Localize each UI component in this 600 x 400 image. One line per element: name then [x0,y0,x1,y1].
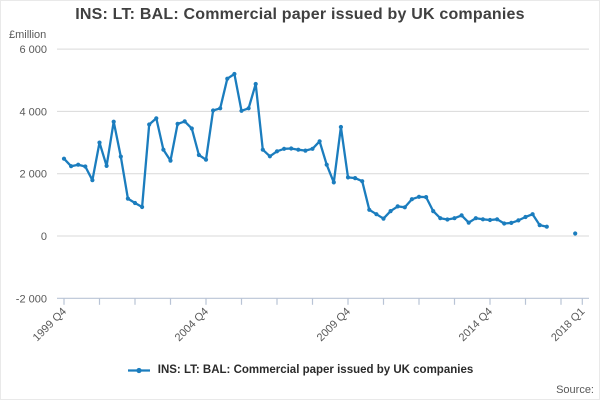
data-point-marker [147,122,152,127]
data-point-marker [537,223,542,228]
data-point-marker [239,108,244,113]
data-point-marker [353,176,358,181]
data-point-marker [83,164,88,169]
y-axis-unit-label: £million [9,29,47,41]
data-point-marker [402,205,407,210]
data-point-marker [480,217,485,222]
data-point-marker [76,162,81,167]
data-point-marker [69,164,74,169]
source-label: Source: [556,384,594,396]
data-point-marker [317,139,322,144]
data-point-marker [324,162,329,167]
data-point-marker [225,76,230,81]
data-point-marker [140,204,145,210]
x-axis-tick-label: 1999 Q4 [31,306,69,344]
data-point-marker [118,154,123,159]
data-point-marker [445,217,450,222]
data-point-marker [253,81,258,87]
data-point-marker [310,146,315,151]
legend-label: INS: LT: BAL: Commercial paper issued by… [157,364,474,376]
data-point-marker [232,71,237,77]
data-point-marker [345,175,351,180]
data-point-marker [97,140,102,145]
data-point-marker [154,116,159,121]
data-point-marker [189,126,194,131]
data-point-marker [90,178,95,183]
data-point-marker [338,124,343,130]
data-point-marker [523,214,528,220]
x-axis-tick-label: 2004 Q4 [173,306,211,344]
legend-line-marker-icon [127,367,150,373]
data-point-marker [416,194,422,199]
data-point-marker [161,147,166,152]
chart-title: INS: LT: BAL: Commercial paper issued by… [75,6,525,23]
data-point-marker [381,216,386,221]
data-point-marker [132,200,138,206]
data-point-marker [125,196,130,201]
data-point-marker [296,147,301,152]
data-point-marker [573,231,578,236]
data-point-marker [459,213,464,218]
y-axis-tick-label: 6 000 [19,44,47,56]
data-point-marker [61,156,67,161]
data-point-marker [374,212,379,217]
data-point-marker [218,106,223,111]
data-point-marker [331,180,336,185]
data-point-marker [452,216,457,221]
data-point-marker [516,218,521,223]
data-point-marker [438,216,443,221]
y-axis-tick-label: 0 [41,231,47,243]
data-point-marker [104,163,109,168]
data-point-marker [274,149,280,154]
data-point-marker [168,158,173,163]
y-axis-tick-label: -2 000 [16,293,47,305]
x-axis-tick-label: 2009 Q4 [315,306,353,344]
data-point-marker [182,119,187,124]
data-point-marker [395,204,400,209]
data-point-marker [409,197,414,202]
data-point-marker [367,207,372,212]
data-point-marker [282,146,287,151]
data-point-marker [303,148,308,153]
data-point-marker [388,209,393,214]
data-point-marker [196,152,201,158]
x-axis-tick-label: 2018 Q1 [549,306,587,344]
data-point-marker [509,220,514,225]
data-point-marker [431,209,436,214]
y-axis-tick-label: 4 000 [19,106,47,118]
data-point-marker [175,121,180,126]
data-point-marker [211,108,216,113]
data-point-marker [289,146,294,151]
data-point-marker [530,212,535,217]
data-point-marker [487,217,493,223]
data-point-marker [466,220,471,225]
x-axis-tick-label: 2014 Q4 [457,306,495,344]
legend: INS: LT: BAL: Commercial paper issued by… [1,364,599,376]
data-point-marker [267,154,272,159]
y-axis-tick-label: 2 000 [19,169,47,181]
data-point-marker [360,179,365,184]
data-point-marker [111,119,116,124]
data-point-marker [246,106,251,111]
data-point-marker [495,217,500,222]
data-point-marker [544,224,549,229]
data-point-marker [424,195,429,200]
data-point-marker [203,157,209,162]
data-point-marker [260,147,265,152]
data-point-marker [473,216,478,221]
data-point-marker [502,221,507,226]
